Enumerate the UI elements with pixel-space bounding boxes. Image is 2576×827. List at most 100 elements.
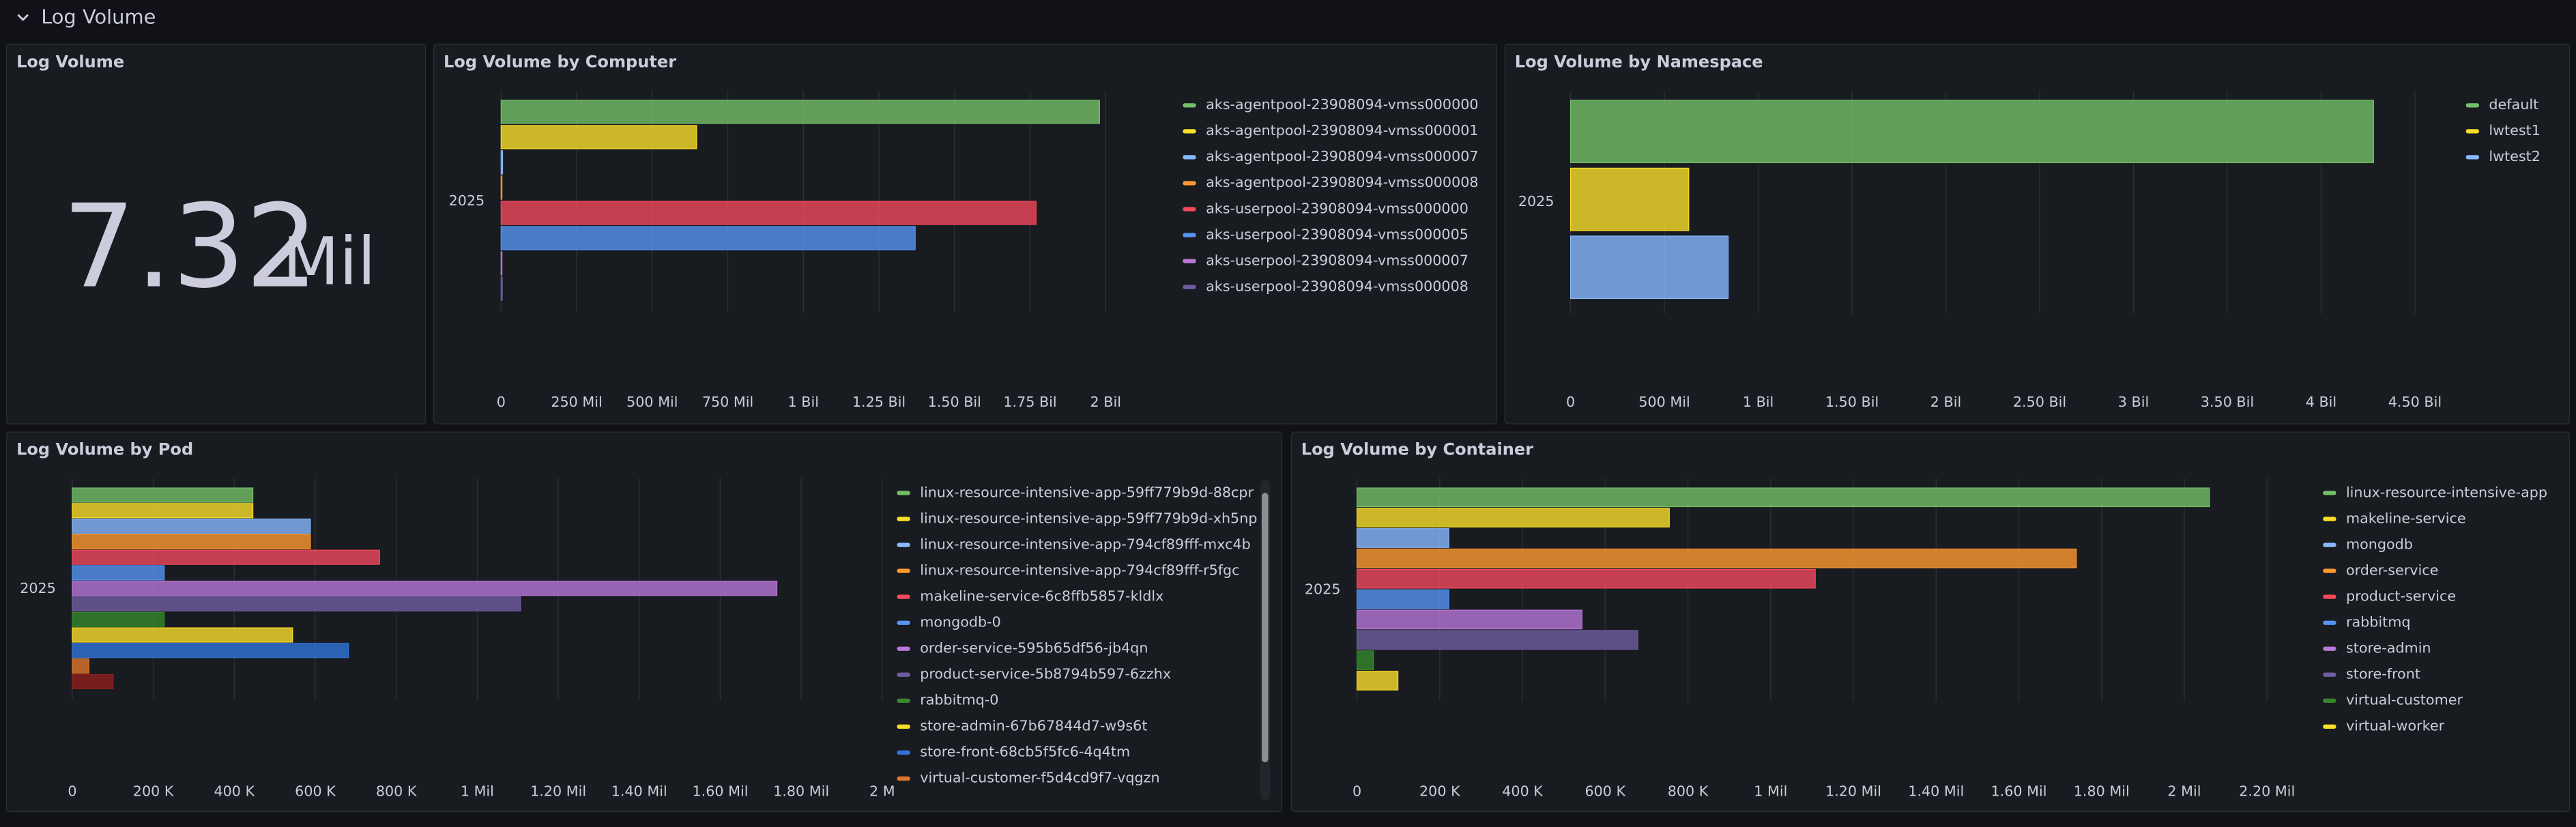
legend-entry[interactable]: lwtest2 (2489, 148, 2541, 164)
legend-entry[interactable]: aks-userpool-23908094-vmss000007 (1206, 252, 1468, 268)
bar (1357, 508, 1670, 527)
legend-entry[interactable]: store-front (2346, 666, 2420, 682)
x-tick-label: 500 Mil (626, 394, 678, 410)
legend-entry[interactable]: virtual-customer-f5d4cd9f7-vqgzn (920, 770, 1159, 786)
legend-entry[interactable]: lwtest1 (2489, 122, 2541, 139)
x-tick-label: 1.20 Mil (1825, 783, 1881, 799)
legend-swatch (897, 672, 910, 677)
row-title[interactable]: Log Volume (41, 5, 156, 29)
legend-entry[interactable]: aks-userpool-23908094-vmss000008 (1206, 278, 1468, 294)
bar (72, 581, 778, 596)
legend-entry[interactable]: store-front-68cb5f5fc6-4q4tm (920, 744, 1130, 760)
legend-swatch (2323, 620, 2336, 625)
legend-entry[interactable]: linux-resource-intensive-app-59ff779b9d-… (920, 510, 1257, 526)
legend-swatch (1183, 233, 1196, 237)
legend-entry[interactable]: linux-resource-intensive-app-59ff779b9d-… (920, 484, 1254, 500)
bar (72, 549, 380, 565)
x-tick-label: 0 (1352, 783, 1361, 799)
legend-swatch (897, 542, 910, 547)
x-tick-label: 800 K (1668, 783, 1709, 799)
legend-swatch (897, 776, 910, 781)
legend-swatch (897, 568, 910, 573)
bar (72, 565, 165, 581)
collapse-chevron[interactable] (17, 14, 29, 21)
x-tick-label: 1.60 Mil (1991, 783, 2047, 799)
legend-entry[interactable]: order-service (2346, 562, 2438, 578)
legend-entry[interactable]: product-service-5b8794b597-6zzhx (920, 666, 1171, 682)
legend-entry[interactable]: store-admin-67b67844d7-w9s6t (920, 718, 1147, 734)
bar (500, 100, 1101, 124)
legend-entry[interactable]: makeline-service (2346, 510, 2466, 526)
legend-entry[interactable]: linux-resource-intensive-app-794cf89fff-… (920, 536, 1251, 552)
legend-entry[interactable]: aks-agentpool-23908094-vmss000008 (1206, 174, 1478, 190)
legend-swatch (2323, 698, 2336, 703)
legend-swatch (2465, 155, 2479, 160)
legend-swatch (2323, 724, 2336, 729)
x-tick-label: 800 K (376, 783, 417, 799)
panel-title: Log Volume by Computer (444, 53, 676, 72)
x-tick-label: 1 Bil (1743, 394, 1774, 410)
legend-entry[interactable]: virtual-worker (2346, 718, 2445, 734)
legend-entry[interactable]: store-admin (2346, 640, 2431, 656)
legend-entry[interactable]: makeline-service-6c8ffb5857-kldlx (920, 587, 1163, 604)
bar (1357, 528, 1449, 548)
legend-entry[interactable]: mongodb (2346, 536, 2413, 552)
x-tick-label: 1.25 Bil (852, 394, 906, 410)
bar (72, 673, 114, 689)
legend-entry[interactable]: rabbitmq (2346, 613, 2411, 630)
x-tick-label: 4 Bil (2306, 394, 2336, 410)
legend-swatch (897, 620, 910, 625)
legend-entry[interactable]: linux-resource-intensive-app (2346, 484, 2547, 500)
x-tick-label: 2 Mil (2167, 783, 2201, 799)
legend-swatch (1183, 285, 1196, 289)
legend-scroll-thumb[interactable] (1261, 493, 1269, 763)
x-tick-label: 400 K (1502, 783, 1543, 799)
bar (72, 658, 89, 674)
legend-entry[interactable]: aks-agentpool-23908094-vmss000000 (1206, 96, 1478, 113)
x-tick-label: 400 K (214, 783, 255, 799)
x-tick-label: 1.75 Bil (1003, 394, 1056, 410)
bar (72, 611, 165, 627)
x-tick-label: 1 Mil (461, 783, 494, 799)
x-tick-label: 250 Mil (551, 394, 602, 410)
bar (1569, 167, 1690, 231)
legend-entry[interactable]: aks-userpool-23908094-vmss000000 (1206, 200, 1468, 216)
stat-value: 7.32 (62, 180, 318, 314)
x-tick-label: 1.80 Mil (773, 783, 829, 799)
legend-swatch (1183, 181, 1196, 186)
legend-entry[interactable]: aks-userpool-23908094-vmss000005 (1206, 226, 1468, 242)
legend-entry[interactable]: rabbitmq-0 (920, 692, 998, 708)
legend-entry[interactable]: aks-agentpool-23908094-vmss000007 (1206, 148, 1478, 164)
bar (1357, 650, 1374, 670)
x-tick-label: 1 Bil (788, 394, 819, 410)
legend-swatch (2323, 517, 2336, 521)
legend-entry[interactable]: virtual-customer (2346, 692, 2463, 708)
x-tick-label: 1 Mil (1754, 783, 1787, 799)
x-tick-label: 600 K (1584, 783, 1625, 799)
x-tick-label: 4.50 Bil (2388, 394, 2442, 410)
x-tick-label: 1.80 Mil (2074, 783, 2130, 799)
legend-swatch (1183, 129, 1196, 134)
legend-entry[interactable]: product-service (2346, 587, 2456, 604)
x-tick-label: 0 (1566, 394, 1575, 410)
legend-entry[interactable]: aks-agentpool-23908094-vmss000001 (1206, 122, 1478, 139)
legend-swatch (897, 750, 910, 755)
legend-entry[interactable]: mongodb-0 (920, 613, 1001, 630)
legend-swatch (1183, 207, 1196, 212)
x-tick-label: 1.60 Mil (692, 783, 748, 799)
bar (500, 276, 503, 301)
legend-entry[interactable]: order-service-595b65df56-jb4qn (920, 640, 1148, 656)
legend-swatch (897, 491, 910, 495)
x-tick-label: 3.50 Bil (2201, 394, 2254, 410)
bar (500, 125, 697, 149)
legend-entry[interactable]: linux-resource-intensive-app-794cf89fff-… (920, 562, 1239, 578)
x-tick-label: 2 Bil (1930, 394, 1961, 410)
x-tick-label: 0 (497, 394, 506, 410)
panel-title: Log Volume by Pod (16, 440, 193, 459)
panel-title: Log Volume by Container (1301, 440, 1533, 459)
x-tick-label: 600 K (295, 783, 336, 799)
legend-swatch (2323, 646, 2336, 651)
legend-entry[interactable]: default (2489, 96, 2538, 113)
